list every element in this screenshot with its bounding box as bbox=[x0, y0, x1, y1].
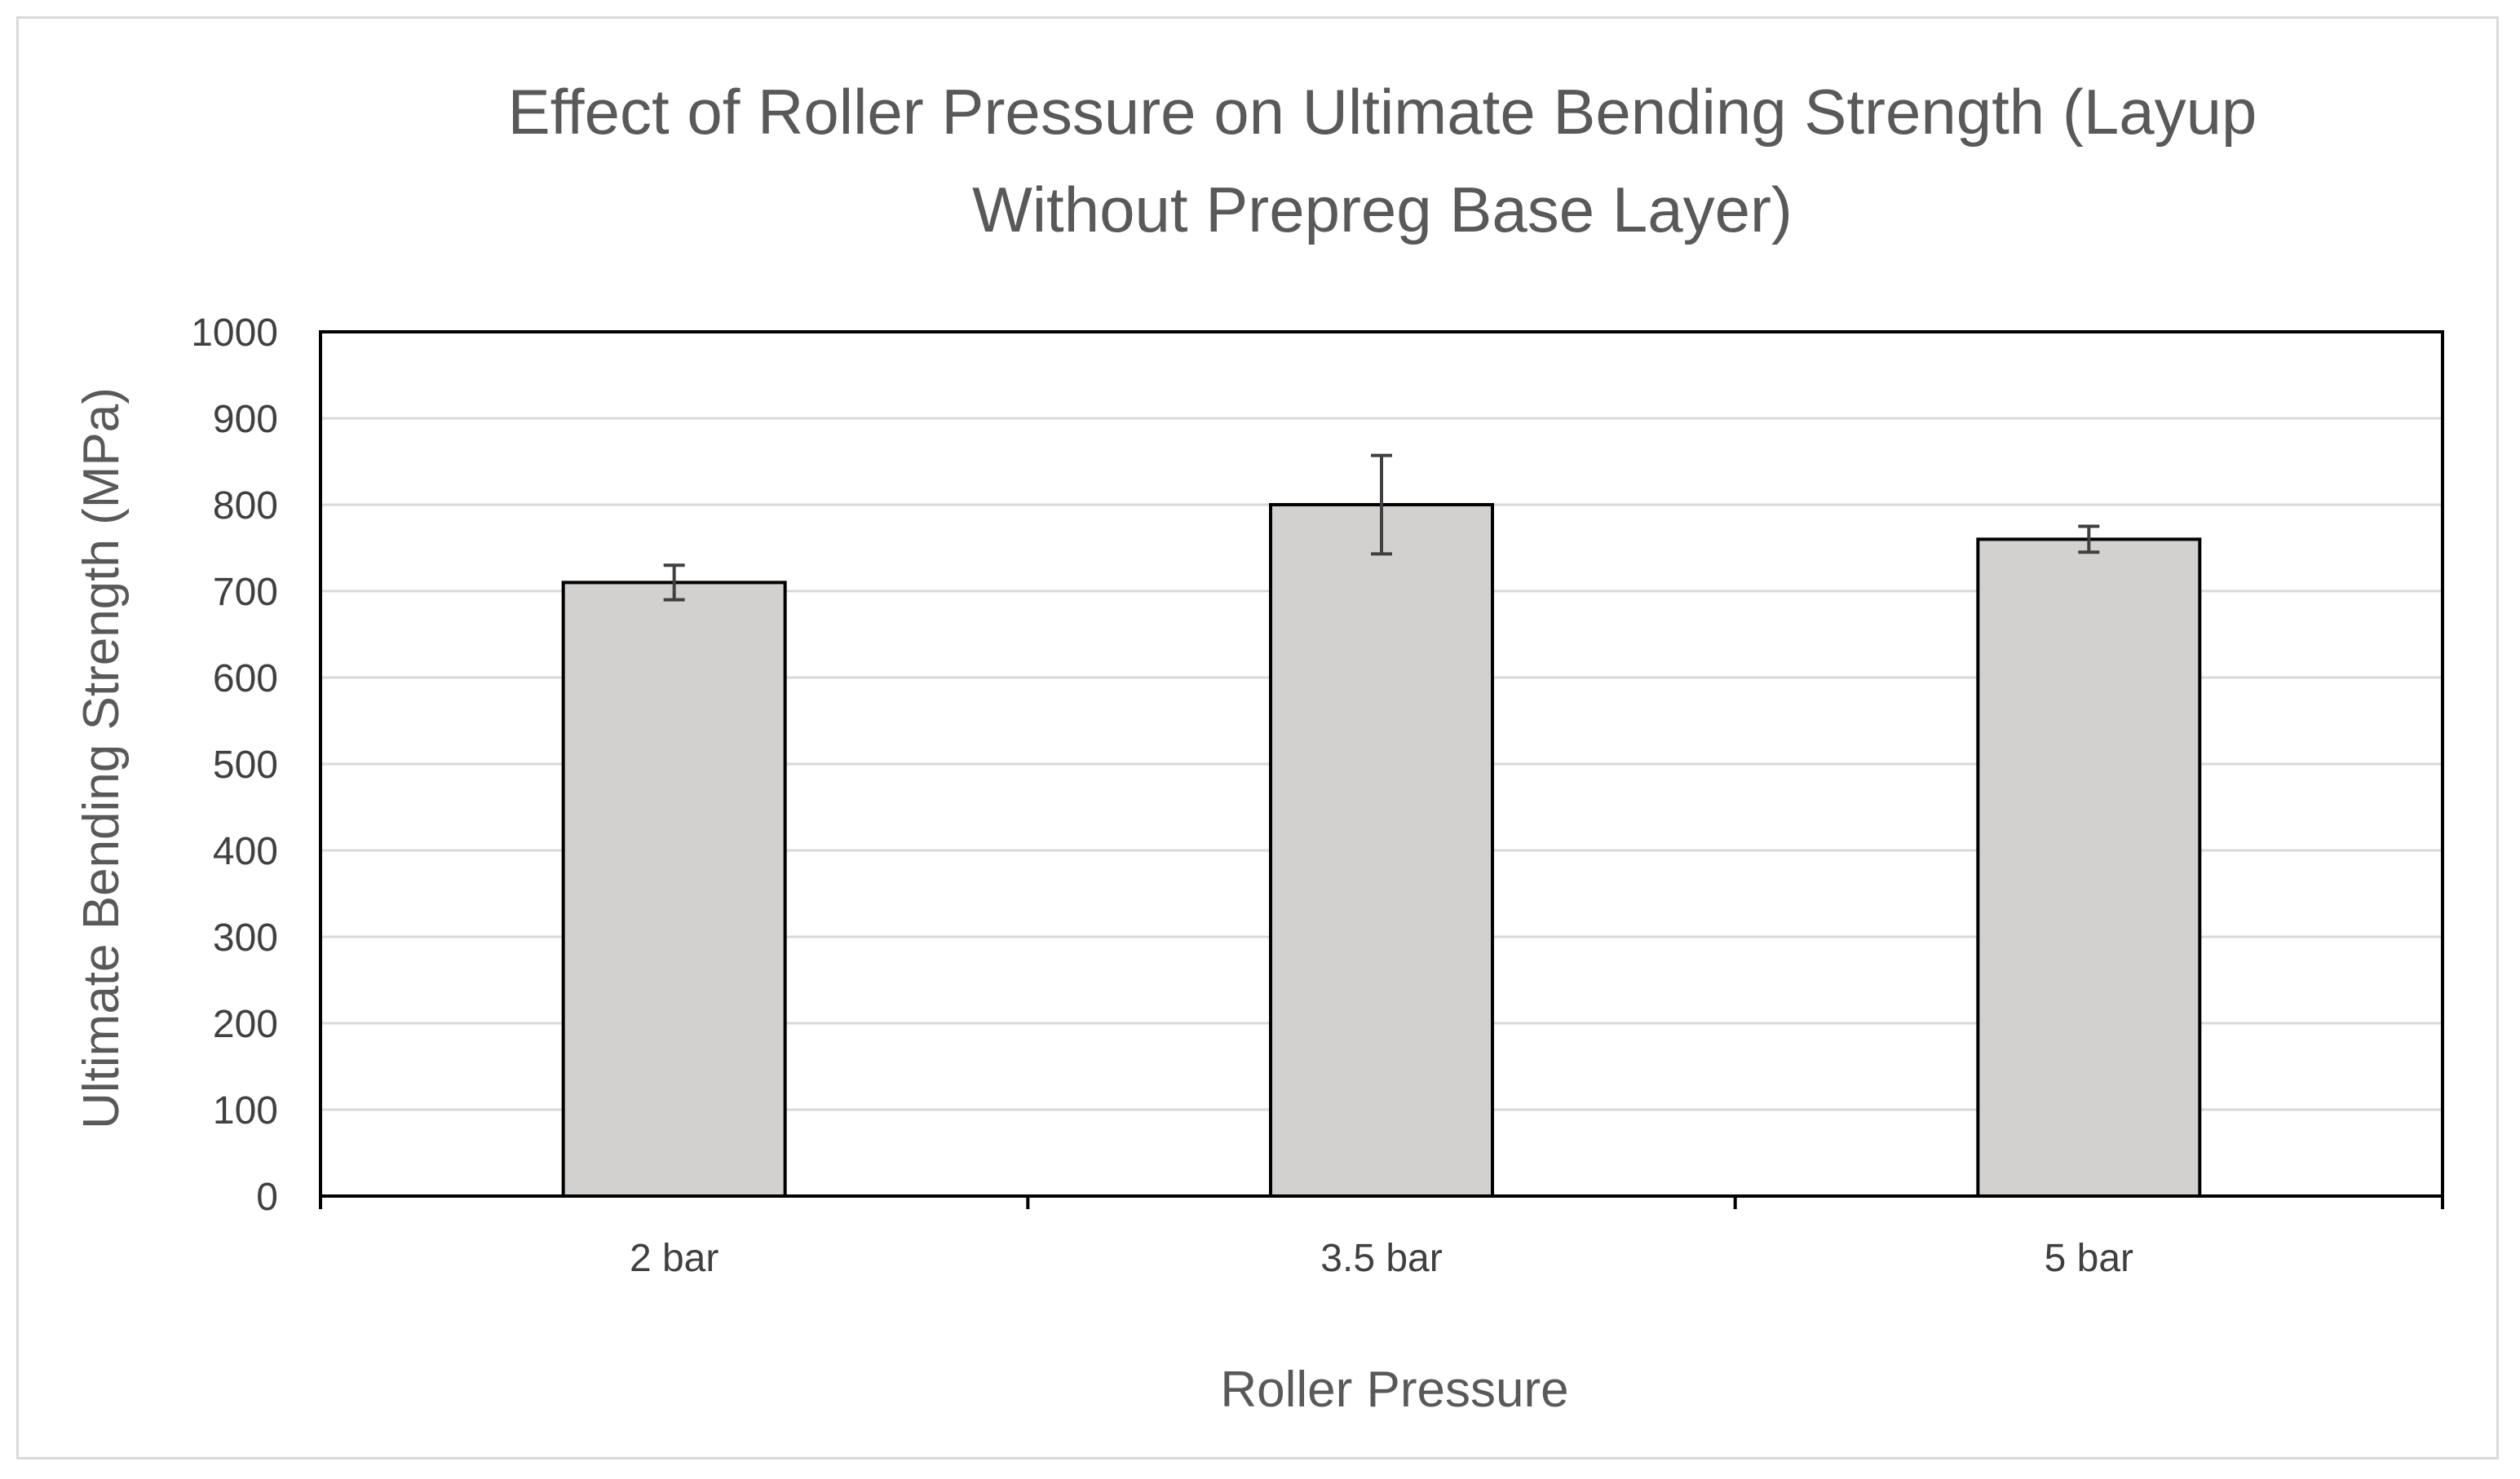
y-tick-label: 800 bbox=[213, 484, 278, 528]
y-tick-label: 600 bbox=[213, 657, 278, 700]
y-tick-label: 100 bbox=[213, 1089, 278, 1132]
y-axis-title: Ultimate Bending Strength (MPa) bbox=[73, 387, 130, 1129]
bar bbox=[1976, 537, 2202, 1198]
y-tick-label: 700 bbox=[213, 571, 278, 614]
y-tick-label: 0 bbox=[256, 1176, 278, 1219]
x-tick-label: 3.5 bar bbox=[1320, 1237, 1442, 1280]
y-tick-label: 1000 bbox=[191, 311, 278, 355]
x-axis-title: Roller Pressure bbox=[1220, 1362, 1568, 1418]
y-tick-label: 500 bbox=[213, 744, 278, 787]
plot-area-border bbox=[319, 330, 2444, 1198]
y-tick-label: 200 bbox=[213, 1003, 278, 1046]
error-bars bbox=[663, 453, 2100, 602]
bars bbox=[561, 503, 2202, 1198]
bar bbox=[1269, 503, 1494, 1198]
bar bbox=[561, 581, 787, 1198]
y-tick-label: 900 bbox=[213, 398, 278, 441]
y-tick-label: 300 bbox=[213, 916, 278, 960]
x-tick-label: 2 bar bbox=[630, 1237, 718, 1280]
chart-title-line-1: Effect of Roller Pressure on Ultimate Be… bbox=[508, 76, 2257, 148]
chart-title-line-2: Without Prepreg Base Layer) bbox=[972, 174, 1793, 245]
y-tick-label: 400 bbox=[213, 830, 278, 873]
x-axis-ticks: 2 bar 3.5 bar 5 bar bbox=[319, 1196, 2444, 1280]
y-axis-ticks: 0 100 200 300 400 500 600 700 800 900 1000 bbox=[191, 311, 278, 1219]
x-tick-label: 5 bar bbox=[2045, 1237, 2133, 1280]
